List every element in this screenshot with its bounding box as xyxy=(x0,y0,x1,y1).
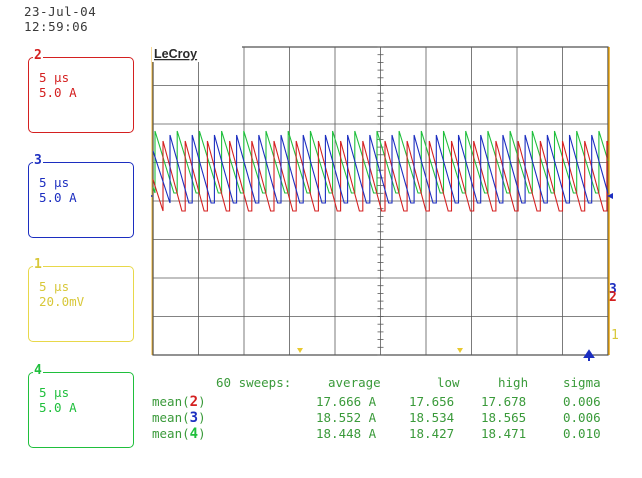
channel-timebase: 5 µs xyxy=(39,175,70,190)
channel-timebase: 5 µs xyxy=(39,279,70,294)
stat-low: 18.534 xyxy=(409,410,455,425)
stat-low: 17.656 xyxy=(409,394,455,409)
cursor-arrow-icon xyxy=(583,349,595,361)
channel-4-descriptor[interactable]: 4 5 µs 5.0 A xyxy=(28,364,134,448)
stat-high: 18.565 xyxy=(481,410,527,425)
ch2-offset-marker: 2 xyxy=(609,290,617,305)
stat-average: 18.448 A xyxy=(316,426,377,441)
date-readout: 23-Jul-04 xyxy=(24,4,97,19)
stat-high: 17.678 xyxy=(481,394,527,409)
channel-timebase: 5 µs xyxy=(39,70,70,85)
channel-id: 4 xyxy=(189,426,199,442)
col-sigma-header: sigma xyxy=(563,375,601,390)
ch3-offset-marker: 3 xyxy=(609,282,617,297)
stat-average: 17.666 A xyxy=(316,394,377,409)
channel-3-descriptor[interactable]: 3 5 µs 5.0 A xyxy=(28,154,134,238)
channel-timebase: 5 µs xyxy=(39,385,70,400)
channel-scale: 5.0 A xyxy=(39,400,77,415)
stat-high: 18.471 xyxy=(481,426,527,441)
stat-average: 18.552 A xyxy=(316,410,377,425)
center-axis-ticks xyxy=(377,46,384,356)
stat-sigma: 0.006 xyxy=(563,410,601,425)
ch3-ground-marker xyxy=(607,193,613,199)
col-low-header: low xyxy=(437,375,460,390)
channel-2-descriptor[interactable]: 2 5 µs 5.0 A xyxy=(28,49,134,133)
label-text: ) xyxy=(198,394,206,409)
channel-scale: 5.0 A xyxy=(39,85,77,100)
ch3-waveform xyxy=(152,134,609,204)
trigger-markers xyxy=(151,193,613,361)
channel-number: 3 xyxy=(33,153,43,168)
stat-sigma: 0.006 xyxy=(563,394,601,409)
channel-number: 2 xyxy=(33,48,43,63)
trigger-position-marker xyxy=(457,348,463,353)
label-text: ) xyxy=(198,410,206,425)
stat-row-label: mean(4) xyxy=(152,426,206,442)
stat-low: 18.427 xyxy=(409,426,455,441)
label-text: mean( xyxy=(152,394,190,409)
stat-row-label: mean(3) xyxy=(152,410,206,426)
stat-sigma: 0.010 xyxy=(563,426,601,441)
time-readout: 12:59:06 xyxy=(24,19,89,34)
ch1-offset-marker: 1 xyxy=(611,328,619,343)
label-text: ) xyxy=(198,426,206,441)
channel-scale: 20.0mV xyxy=(39,294,85,309)
sweeps-count: 60 sweeps: xyxy=(216,375,292,390)
channel-id: 3 xyxy=(189,410,199,426)
col-high-header: high xyxy=(498,375,529,390)
brand-label: LeCroy xyxy=(154,47,197,61)
scope-display[interactable]: LeCroy xyxy=(151,45,621,361)
label-text: mean( xyxy=(152,426,190,441)
ch3-ground-marker xyxy=(151,195,153,197)
channel-scale: 5.0 A xyxy=(39,190,77,205)
stats-header: 60 sweeps: xyxy=(216,376,291,390)
brand-label-bg xyxy=(152,45,242,62)
trigger-position-marker xyxy=(297,348,303,353)
label-text: mean( xyxy=(152,410,190,425)
waveform-traces xyxy=(152,130,609,212)
channel-number: 1 xyxy=(33,257,43,272)
channel-id: 2 xyxy=(189,394,199,410)
channel-1-descriptor[interactable]: 1 5 µs 20.0mV xyxy=(28,258,134,342)
ch2-waveform xyxy=(152,140,609,212)
channel-number: 4 xyxy=(33,363,43,378)
stat-row-label: mean(2) xyxy=(152,394,206,410)
col-average-header: average xyxy=(328,375,381,390)
